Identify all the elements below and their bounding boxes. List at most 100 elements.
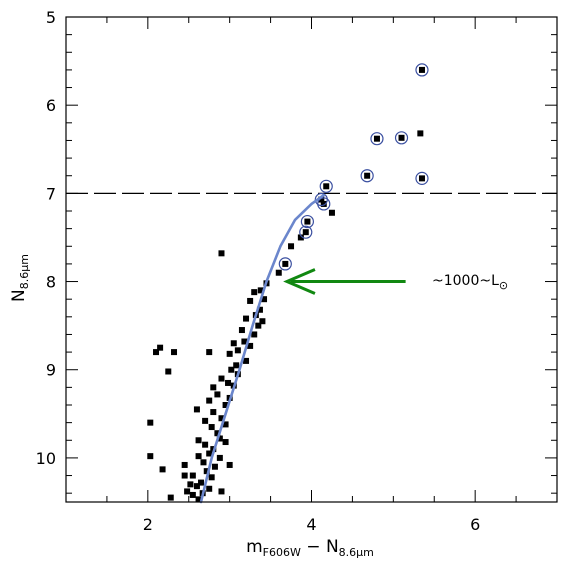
data-point: [238, 327, 245, 334]
data-point: [203, 468, 210, 475]
data-point: [373, 135, 380, 142]
data-point: [417, 130, 424, 137]
data-point: [171, 349, 178, 356]
data-point: [181, 461, 188, 468]
highlight-circle: [278, 257, 292, 271]
arrow-head: [283, 268, 316, 295]
data-point: [218, 250, 225, 257]
data-point: [243, 315, 250, 322]
data-point: [218, 488, 225, 495]
data-point: [195, 496, 202, 503]
data-point: [256, 306, 263, 313]
data-point: [216, 435, 223, 442]
x-tick-label: 6: [470, 515, 480, 534]
data-point: [147, 453, 154, 460]
data-point: [214, 391, 221, 398]
data-point: [328, 209, 335, 216]
data-point: [181, 472, 188, 479]
data-point: [189, 491, 196, 498]
x-axis-title: mF606W − N8.6μm: [246, 537, 374, 559]
data-point: [206, 485, 213, 492]
data-point: [323, 183, 330, 190]
highlight-circle: [300, 214, 315, 229]
data-point: [275, 269, 282, 276]
data-point: [222, 439, 229, 446]
y-tick-label: 6: [46, 96, 56, 115]
axes: 2 4 6 5 6 7 8 9 10: [36, 8, 558, 534]
data-point: [304, 218, 311, 225]
data-point: [206, 450, 213, 457]
plot-frame: [65, 16, 558, 503]
data-point: [261, 296, 268, 303]
data-point: [230, 340, 237, 347]
highlight-circle: [317, 197, 331, 211]
data-point: [193, 483, 200, 490]
luminosity-annotation: ~1000~L⊙: [432, 273, 508, 292]
data-point: [251, 289, 258, 296]
data-point: [226, 350, 233, 357]
data-point: [208, 424, 215, 431]
data-point: [302, 229, 309, 236]
data-point: [210, 409, 217, 416]
model-track-line: [199, 193, 326, 504]
data-point: [214, 430, 221, 437]
data-point: [233, 362, 240, 369]
x-tick-label: 4: [306, 515, 316, 534]
data-point: [216, 454, 223, 461]
data-point: [184, 488, 191, 495]
data-point: [153, 349, 160, 356]
highlight-circle: [415, 171, 429, 185]
highlight-circle: [394, 131, 409, 145]
data-point: [259, 318, 266, 325]
data-point: [241, 338, 248, 345]
data-point: [195, 437, 202, 444]
data-point: [364, 172, 371, 179]
data-point: [222, 421, 229, 428]
data-point: [251, 331, 258, 338]
data-point: [195, 453, 202, 460]
data-point: [398, 134, 405, 141]
data-point: [225, 379, 232, 386]
data-point: [206, 397, 213, 404]
y-tick-label: 7: [46, 184, 56, 203]
data-point: [202, 417, 209, 424]
data-point: [247, 297, 254, 304]
x-tick-label: 2: [143, 515, 153, 534]
data-point: [297, 234, 304, 241]
data-point: [222, 402, 229, 408]
data-point: [211, 463, 218, 470]
data-point: [198, 479, 205, 486]
data-point: [255, 322, 262, 329]
data-point: [159, 466, 166, 473]
highlight-circle: [299, 225, 313, 239]
data-point: [257, 287, 264, 294]
data-point: [210, 384, 217, 391]
data-point: [206, 349, 213, 356]
data-point: [167, 494, 174, 501]
data-point: [157, 344, 164, 351]
data-point: [189, 472, 196, 479]
data-point: [208, 474, 215, 481]
data-point: [282, 260, 289, 267]
data-point: [418, 66, 425, 73]
data-point: [320, 200, 327, 207]
data-point: [218, 415, 225, 422]
data-point: [247, 342, 254, 349]
plot-area: [66, 63, 557, 504]
data-point: [318, 196, 325, 203]
highlight-circle: [319, 179, 333, 193]
data-point: [147, 419, 154, 426]
data-point: [228, 366, 235, 373]
data-point: [418, 175, 425, 182]
data-point: [234, 347, 241, 354]
y-tick-label: 9: [46, 361, 56, 380]
data-point: [187, 481, 194, 488]
data-point: [193, 406, 200, 413]
data-point: [202, 441, 209, 448]
y-tick-label: 8: [46, 273, 56, 292]
data-point: [165, 368, 172, 375]
highlight-circle: [370, 132, 384, 146]
data-point: [218, 375, 225, 382]
y-axis-title: N8.6μm: [9, 254, 31, 302]
